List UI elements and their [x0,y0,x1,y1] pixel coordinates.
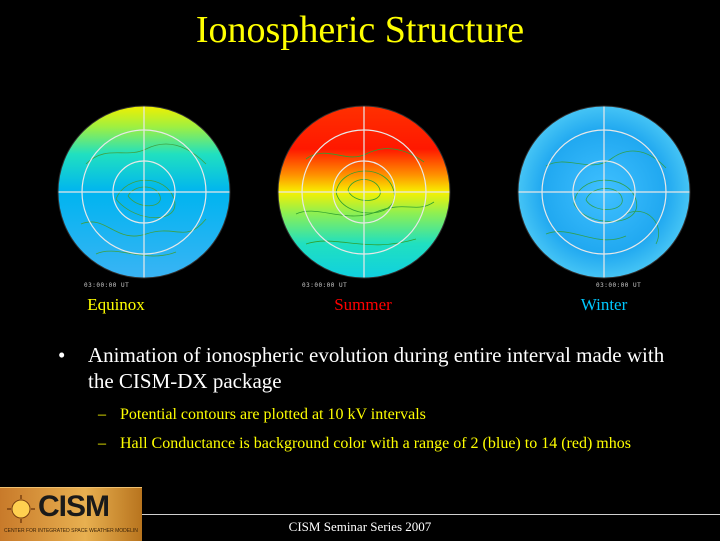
slide-title: Ionospheric Structure [195,9,525,51]
sub-bullet-1-text: Potential contours are plotted at 10 kV … [120,406,426,423]
sub-bullet-1: – Potential contours are plotted at 10 k… [98,404,658,426]
summer-timestamp: 03:00:00 UT [302,282,348,289]
dash-icon: – [98,406,106,423]
cism-logo: CISM CENTER FOR INTEGRATED SPACE WEATHER… [0,487,142,541]
dash-icon: – [98,435,106,452]
sub-bullet-2-text: Hall Conductance is background color wit… [120,435,631,452]
footer-divider [142,514,720,515]
equinox-timestamp: 03:00:00 UT [84,282,130,289]
main-bullet: • Animation of ionospheric evolution dur… [58,342,678,394]
summer-label: Summer [334,295,392,314]
winter-label: Winter [580,295,628,314]
logo-subtitle: CENTER FOR INTEGRATED SPACE WEATHER MODE… [4,528,138,534]
winter-globe [516,104,692,280]
logo-text: CISM [38,490,110,523]
winter-timestamp: 03:00:00 UT [596,282,642,289]
sub-bullet-2: – Hall Conductance is background color w… [98,433,658,455]
sun-icon [7,495,35,523]
footer-text: CISM Seminar Series 2007 [288,519,432,534]
summer-globe [276,104,452,280]
equinox-globe [56,104,232,280]
equinox-label: Equinox [87,295,145,314]
main-bullet-text: Animation of ionospheric evolution durin… [88,343,665,393]
bullet-dot-icon: • [58,343,66,367]
